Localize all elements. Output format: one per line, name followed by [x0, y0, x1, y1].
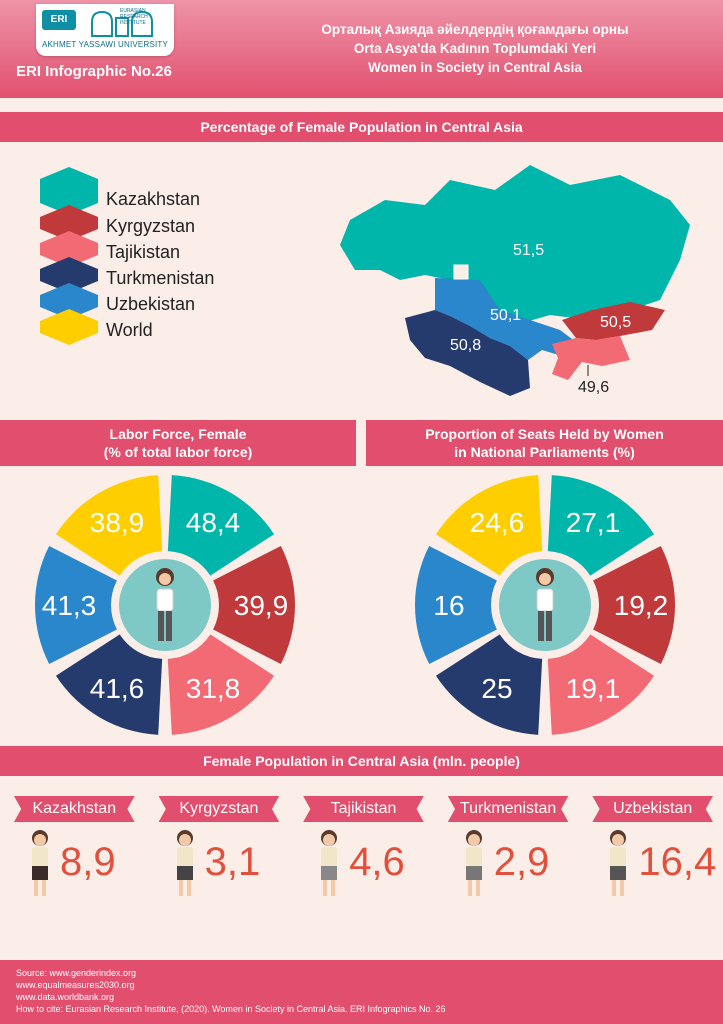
pop-ribbon-kyrgyzstan: Kyrgyzstan: [158, 796, 280, 822]
parliament-label-tajikistan: 19,1: [566, 673, 621, 704]
footer-citation: How to cite: Eurasian Research Institute…: [16, 1004, 446, 1014]
labor-title-line1: Labor Force, Female: [109, 426, 247, 442]
logo-eri-badge: ERI: [42, 10, 76, 30]
parliament-slice-kyrgyzstan: [593, 545, 675, 665]
labor-label-uzbekistan: 41,3: [42, 590, 97, 621]
labor-slice-kyrgyzstan: [213, 545, 295, 665]
woman-figure-icon: [610, 830, 627, 896]
map-kazakhstan: [340, 165, 690, 325]
parliament-title-line2: in National Parliaments (%): [454, 444, 635, 460]
mausoleum-logo-icon: [91, 10, 153, 37]
labor-slice-turkmenistan: [55, 634, 163, 735]
pop-value-uzbekistan: 16,4: [638, 840, 717, 884]
parliament-donut: 27,1 19,2 19,1 25 16 24,6: [415, 475, 675, 735]
woman-figure-icon: [176, 830, 193, 896]
labor-label-world: 38,9: [90, 507, 145, 538]
labor-label-kyrgyzstan: 39,9: [234, 590, 289, 621]
woman-figure-icon: [465, 830, 482, 896]
footer-source: Source: www.genderindex.org: [16, 968, 137, 978]
map-label-kyrgyzstan: 50,5: [600, 314, 631, 331]
labor-slice-kazakhstan: [167, 475, 275, 576]
woman-figure-icon: [32, 830, 48, 896]
pop-ribbon-turkmenistan: Turkmenistan: [447, 796, 569, 822]
pop-ribbon-kazakhstan: Kazakhstan: [14, 796, 135, 822]
section-female-mln-title: Female Population in Central Asia (mln. …: [0, 746, 723, 776]
labor-title-line2: (% of total labor force): [103, 444, 253, 460]
pop-ribbon-tajikistan: Tajikistan: [303, 796, 424, 822]
map-tajikistan: [552, 336, 630, 380]
legend-swatch-kazakhstan: [40, 167, 98, 215]
parliament-label-turkmenistan: 25: [481, 673, 512, 704]
labor-slice-tajikistan: [167, 634, 275, 735]
legend-label-uzbekistan: Uzbekistan: [106, 294, 196, 314]
legend-label-kyrgyzstan: Kyrgyzstan: [106, 216, 196, 236]
parliament-label-uzbekistan: 16: [433, 590, 464, 621]
map-label-uzbekistan: 50,1: [490, 307, 521, 324]
labor-label-turkmenistan: 41,6: [90, 673, 145, 704]
labor-slice-world: [55, 475, 163, 576]
footer-source-3: www.data.worldbank.org: [16, 992, 115, 1002]
legend: Kazakhstan Kyrgyzstan Tajikistan Turkmen…: [38, 165, 228, 365]
legend-label-tajikistan: Tajikistan: [106, 242, 181, 262]
parliament-title-line1: Proportion of Seats Held by Women: [425, 426, 664, 442]
pop-value-turkmenistan: 2,9: [493, 840, 550, 884]
labor-slice-uzbekistan: [35, 545, 117, 665]
logo-university-text: AKHMET YASSAWI UNIVERSITY: [41, 40, 169, 49]
woman-figure-icon: [536, 568, 554, 641]
footer: Source: www.genderindex.org www.equalmea…: [0, 960, 723, 1024]
title-turkish: Orta Asya'da Kadının Toplumdaki Yeri: [353, 41, 597, 56]
parliament-label-kyrgyzstan: 19,2: [614, 590, 669, 621]
section-labor-title: Labor Force, Female (% of total labor fo…: [0, 420, 356, 466]
map-uzbekistan: [435, 278, 580, 360]
legend-swatch-tajikistan: [40, 231, 98, 267]
logo: ERI EURASIAN RESEARCH INSTITUTE AKHMET Y…: [36, 4, 174, 56]
parliament-slice-kazakhstan: [547, 475, 655, 576]
legend-swatches: [40, 167, 98, 345]
legend-swatch-turkmenistan: [40, 257, 98, 293]
title-kazakh: Орталық Азияда әйелдердің қоғамдағы орны: [321, 22, 629, 37]
map-label-turkmenistan: 50,8: [450, 337, 481, 354]
map-label-kazakhstan: 51,5: [513, 242, 544, 259]
labor-label-tajikistan: 31,8: [186, 673, 241, 704]
woman-figure-icon: [321, 830, 338, 896]
labor-label-kazakhstan: 48,4: [186, 507, 241, 538]
legend-swatch-kyrgyzstan: [40, 205, 98, 241]
central-asia-map: 51,5 50,5 49,6 50,8 50,1: [340, 165, 690, 396]
parliament-slice-uzbekistan: [415, 545, 497, 665]
legend-label-world: World: [106, 320, 153, 340]
population-row: Kazakhstan 8,9 Kyrgyzstan 3,1 Tajikistan 4…: [0, 792, 723, 922]
labor-force-donut: 48,4 39,9 31,8 41,6 41,3 38,9: [35, 475, 295, 735]
parliament-slice-turkmenistan: [435, 634, 543, 735]
pop-value-kyrgyzstan: 3,1: [204, 840, 261, 884]
pop-value-kazakhstan: 8,9: [60, 840, 116, 884]
map-turkmenistan: [405, 310, 530, 396]
pop-ribbon-uzbekistan: Uzbekistan: [592, 796, 713, 822]
legend-label-kazakhstan: Kazakhstan: [106, 189, 201, 209]
map-label-tajikistan: 49,6: [578, 379, 609, 396]
footer-source-2: www.equalmeasures2030.org: [16, 980, 135, 990]
legend-swatch-world: [40, 309, 98, 345]
map-aral-sea: [453, 264, 469, 280]
pop-value-tajikistan: 4,6: [349, 840, 405, 884]
title-english: Women in Society in Central Asia: [368, 60, 582, 75]
section-parliament-title: Proportion of Seats Held by Women in Nat…: [366, 420, 723, 466]
infographic-number: ERI Infographic No.26: [16, 63, 172, 80]
section-female-pct-title: Percentage of Female Population in Centr…: [0, 112, 723, 142]
parliament-label-world: 24,6: [470, 507, 525, 538]
legend-swatch-uzbekistan: [40, 283, 98, 319]
parliament-slice-world: [435, 475, 543, 576]
parliament-slice-tajikistan: [547, 634, 655, 735]
logo-institute-text: EURASIAN RESEARCH INSTITUTE: [120, 8, 148, 26]
woman-figure-icon: [156, 568, 174, 641]
map-kyrgyzstan: [562, 302, 665, 340]
legend-label-turkmenistan: Turkmenistan: [106, 268, 215, 288]
parliament-label-kazakhstan: 27,1: [566, 507, 621, 538]
